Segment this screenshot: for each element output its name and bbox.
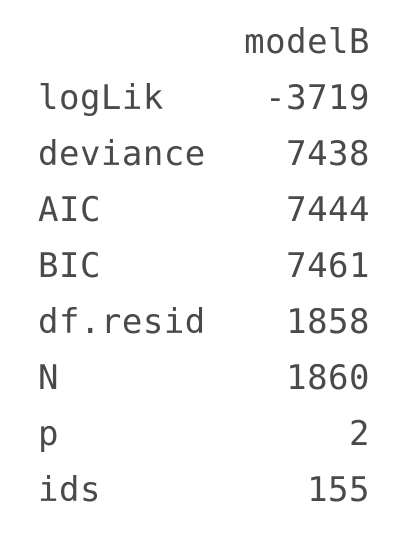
row-label: N (38, 358, 59, 398)
row-label: logLik (38, 78, 164, 118)
model-stats-table: modelB logLik -3719 deviance 7438 AIC 74… (38, 14, 370, 518)
row-label: deviance (38, 134, 206, 174)
row-label: ids (38, 470, 101, 510)
table-row: AIC 7444 (38, 182, 370, 238)
table-row: deviance 7438 (38, 126, 370, 182)
table-row: p 2 (38, 406, 370, 462)
row-value: 7461 (286, 246, 370, 286)
row-label: AIC (38, 190, 101, 230)
table-header-row: modelB (38, 14, 370, 70)
row-value: -3719 (265, 78, 370, 118)
row-value: 1860 (286, 358, 370, 398)
table-row: logLik -3719 (38, 70, 370, 126)
row-value: 7444 (286, 190, 370, 230)
row-label: p (38, 414, 59, 454)
table-row: N 1860 (38, 350, 370, 406)
table-row: ids 155 (38, 462, 370, 518)
table-row: df.resid 1858 (38, 294, 370, 350)
row-value: 7438 (286, 134, 370, 174)
row-value: 2 (349, 414, 370, 454)
row-value: 155 (307, 470, 370, 510)
row-value: 1858 (286, 302, 370, 342)
row-label: BIC (38, 246, 101, 286)
column-header: modelB (244, 22, 370, 62)
table-row: BIC 7461 (38, 238, 370, 294)
row-label: df.resid (38, 302, 206, 342)
